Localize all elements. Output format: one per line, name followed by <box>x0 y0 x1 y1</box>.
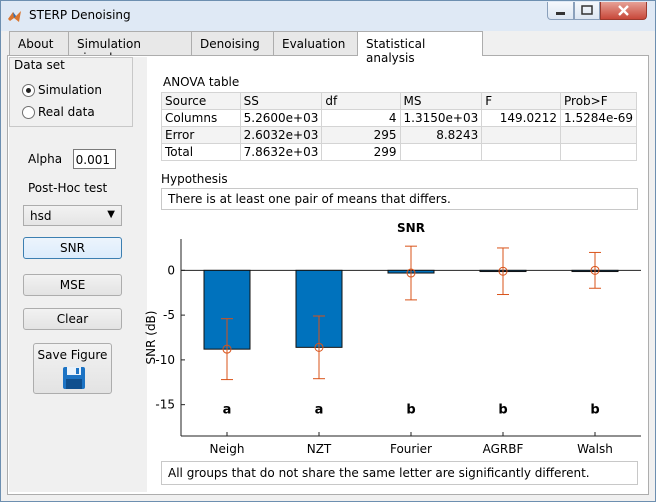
radio-simulation-label: Simulation <box>38 83 102 97</box>
significance-note: All groups that do not share the same le… <box>161 461 638 485</box>
table-row: Columns 5.2600e+03 4 1.3150e+03 149.0212… <box>161 109 637 127</box>
save-figure-button[interactable]: Save Figure <box>33 343 112 394</box>
table-cell: 7.8632e+03 <box>239 143 323 161</box>
anova-header-cell: F <box>481 92 562 110</box>
close-button[interactable] <box>600 2 647 20</box>
anova-header-cell: Prob>F <box>560 92 637 110</box>
tab-statistical-analysis[interactable]: Statistical analysis <box>357 31 483 65</box>
table-cell <box>481 126 562 144</box>
anova-title: ANOVA table <box>163 75 240 89</box>
group-letter: a <box>223 403 232 418</box>
group-letter: a <box>315 403 324 418</box>
table-cell: 149.0212 <box>481 109 562 127</box>
radio-real-data-label: Real data <box>38 105 95 119</box>
mean-marker <box>590 265 600 275</box>
y-axis-label: SNR (dB) <box>144 311 158 365</box>
table-cell: 5.2600e+03 <box>239 109 323 127</box>
maximize-button[interactable] <box>574 2 600 20</box>
maximize-icon <box>581 5 593 15</box>
alpha-input[interactable]: 0.001 <box>73 149 116 169</box>
radio-simulation[interactable] <box>22 84 35 97</box>
x-tick-label: Walsh <box>577 442 613 456</box>
table-cell <box>399 143 483 161</box>
window-title: STERP Denoising <box>29 8 131 22</box>
mean-marker <box>222 344 232 354</box>
hypothesis-title: Hypothesis <box>161 172 228 186</box>
minimize-icon <box>556 12 565 15</box>
tab-denoising[interactable]: Denoising <box>191 31 274 55</box>
table-cell: Error <box>161 126 241 144</box>
table-cell: 295 <box>321 126 401 144</box>
table-cell <box>560 126 637 144</box>
radio-real-data[interactable] <box>22 106 35 119</box>
close-icon <box>618 5 629 16</box>
anova-header-cell: MS <box>399 92 483 110</box>
matlab-app-icon <box>8 11 21 22</box>
tab-simulation-signals[interactable]: Simulation signals <box>68 31 192 65</box>
snr-button[interactable]: SNR <box>23 237 122 259</box>
alpha-label: Alpha <box>28 152 63 166</box>
table-cell: 299 <box>321 143 401 161</box>
anova-table: Source SS df MS F Prob>F Columns 5.2600e… <box>161 92 637 161</box>
table-cell: Total <box>161 143 241 161</box>
table-cell <box>481 143 562 161</box>
anova-header-row: Source SS df MS F Prob>F <box>161 92 637 110</box>
mean-marker <box>498 266 508 276</box>
posthoc-select[interactable]: hsd ▼ <box>23 205 122 226</box>
chart-title: SNR <box>397 221 425 235</box>
table-cell <box>560 143 637 161</box>
dataset-group <box>9 57 133 127</box>
anova-header-cell: Source <box>161 92 241 110</box>
hypothesis-text: There is at least one pair of means that… <box>161 188 638 210</box>
x-tick-label: AGRBF <box>483 442 524 456</box>
table-cell: 1.3150e+03 <box>399 109 483 127</box>
mse-button[interactable]: MSE <box>23 274 122 296</box>
x-tick-label: NZT <box>307 442 332 456</box>
floppy-disk-icon <box>63 367 85 389</box>
posthoc-selected-value: hsd <box>30 209 52 223</box>
y-tick-label: -5 <box>163 308 175 322</box>
chevron-down-icon: ▼ <box>107 209 115 220</box>
table-row: Error 2.6032e+03 295 8.8243 <box>161 126 637 144</box>
snr-chart: SNR a Neigh a NZT b Fourier b AGRBF b Walsh 0 -5 -10 -… <box>144 221 641 456</box>
group-letter: b <box>406 403 415 418</box>
table-row: Total 7.8632e+03 299 <box>161 143 637 161</box>
anova-header-cell: df <box>321 92 401 110</box>
dataset-title: Data set <box>14 58 65 72</box>
table-cell: 4 <box>321 109 401 127</box>
x-tick-label: Fourier <box>390 442 432 456</box>
save-figure-label: Save Figure <box>37 348 108 362</box>
tab-about[interactable]: About <box>9 31 69 55</box>
minimize-button[interactable] <box>547 2 574 20</box>
group-letter: b <box>590 403 599 418</box>
mean-marker <box>314 342 324 352</box>
mean-marker <box>406 268 416 278</box>
y-tick-label: -15 <box>155 398 175 412</box>
table-cell: Columns <box>161 109 241 127</box>
title-bar: STERP Denoising <box>1 1 655 31</box>
table-cell: 1.5284e-69 <box>560 109 637 127</box>
clear-button[interactable]: Clear <box>23 308 122 330</box>
y-tick-label: -10 <box>155 353 175 367</box>
group-letter: b <box>498 403 507 418</box>
table-cell: 2.6032e+03 <box>239 126 323 144</box>
tab-evaluation[interactable]: Evaluation <box>273 31 358 55</box>
x-tick-label: Neigh <box>210 442 245 456</box>
y-tick-label: 0 <box>167 263 175 277</box>
posthoc-label: Post-Hoc test <box>28 181 108 195</box>
anova-header-cell: SS <box>239 92 323 110</box>
table-cell: 8.8243 <box>399 126 483 144</box>
